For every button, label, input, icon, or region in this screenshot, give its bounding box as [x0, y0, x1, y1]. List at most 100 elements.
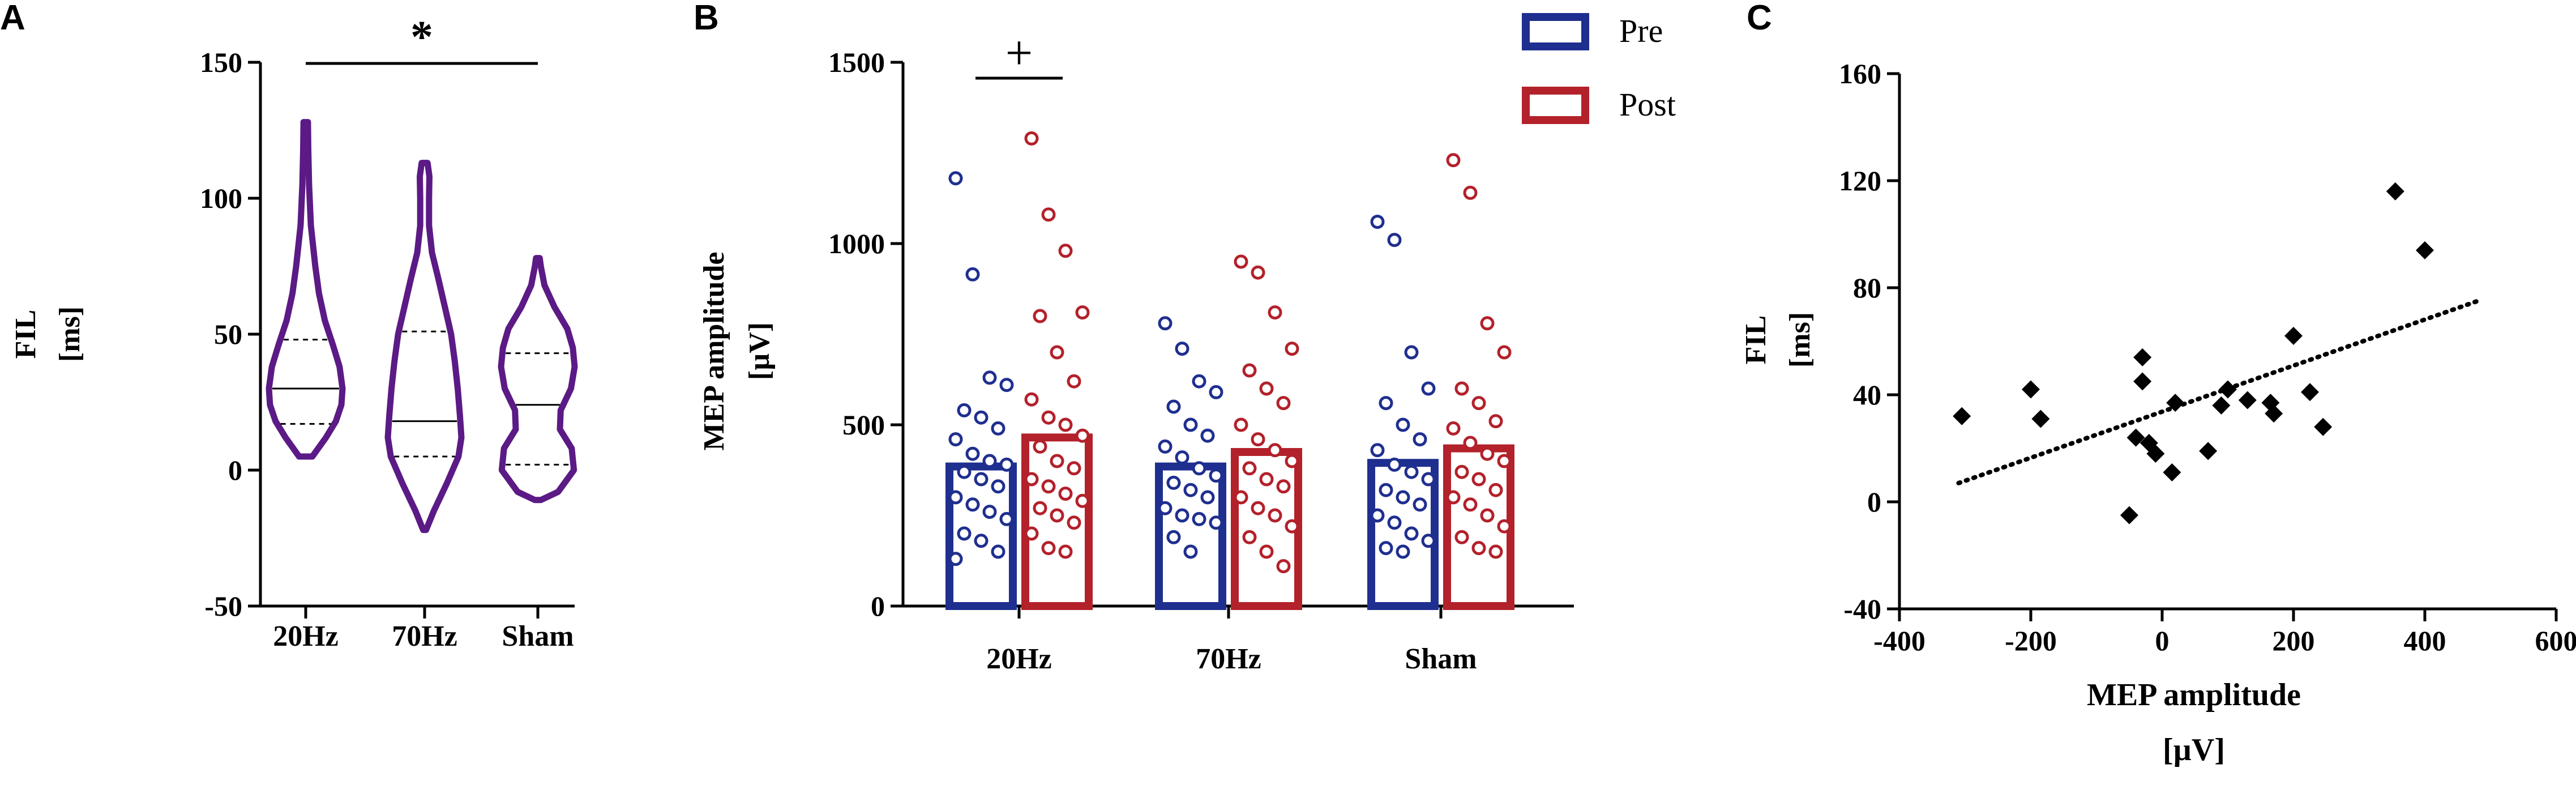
data-point-Post — [1024, 392, 1039, 407]
trendline — [1956, 298, 2480, 485]
scatter-point — [2133, 372, 2152, 391]
data-point-Pre — [1421, 472, 1436, 487]
data-point-Post — [1234, 254, 1248, 269]
data-point-Post — [1471, 472, 1486, 487]
y-tick-label: 1000 — [828, 228, 885, 259]
panel-a-violin-chart: -50 0 50 100 150 20Hz 70Hz Sham FIL [ms] * — [10, 12, 578, 652]
scatter-point — [2146, 444, 2165, 463]
data-point-Pre — [999, 378, 1014, 393]
x-axis-unit: [µV] — [2163, 732, 2225, 767]
data-point-Pre — [982, 454, 997, 468]
data-point-Post — [1050, 508, 1064, 523]
data-point-Post — [1050, 454, 1064, 468]
data-point-Pre — [991, 479, 1005, 494]
data-point-Post — [1488, 483, 1503, 497]
data-point-Post — [1463, 185, 1478, 200]
scatter-point — [2416, 241, 2434, 259]
scatter-point — [2166, 394, 2185, 412]
data-point-Post — [1259, 544, 1274, 559]
panel-label-a: A — [0, 0, 25, 37]
scatter-point — [2126, 428, 2145, 447]
data-point-Pre — [1396, 490, 1410, 505]
data-point-Post — [1242, 363, 1257, 378]
y-axis-title: FIL — [1740, 315, 1772, 365]
data-point-Pre — [1387, 515, 1402, 530]
data-point-Pre — [974, 410, 989, 425]
y-axis-unit: [ms] — [1784, 312, 1816, 368]
data-point-Pre — [1396, 417, 1410, 432]
data-point-Pre — [1158, 501, 1173, 515]
data-point-Post — [1268, 443, 1282, 458]
data-point-Pre — [1209, 515, 1223, 530]
scatter-point — [2386, 182, 2404, 201]
data-point-Post — [1024, 526, 1039, 541]
y-axis-title: MEP amplitude — [698, 251, 730, 450]
data-point-Post — [1058, 544, 1073, 559]
data-point-Post — [1067, 374, 1081, 389]
data-point-Pre — [1192, 511, 1206, 526]
data-point-Post — [1033, 309, 1047, 323]
bar-Pre-Sham — [1367, 459, 1439, 611]
data-point-Post — [1242, 461, 1257, 476]
data-point-Post — [1024, 131, 1039, 146]
data-point-Pre — [1158, 439, 1173, 454]
data-point-Post — [1446, 490, 1461, 505]
data-point-Pre — [1200, 428, 1215, 443]
data-point-Post — [1033, 439, 1047, 454]
data-point-Pre — [1370, 443, 1385, 458]
data-point-Post — [1041, 541, 1056, 556]
data-point-Post — [1488, 544, 1503, 559]
data-point-Pre — [1404, 345, 1419, 360]
data-point-Post — [1050, 345, 1064, 360]
scatter-point — [2022, 380, 2040, 399]
data-point-Pre — [948, 490, 963, 505]
data-point-Post — [1454, 530, 1469, 544]
data-point-Pre — [1183, 483, 1198, 497]
y-tick-label: 120 — [1839, 165, 1881, 197]
scatter-point — [2284, 327, 2303, 346]
data-point-Pre — [1370, 215, 1385, 229]
violin-20Hz — [266, 119, 346, 460]
x-tick-label: 20Hz — [273, 620, 339, 652]
x-tick-label: 400 — [2404, 625, 2446, 656]
data-point-Post — [1268, 508, 1282, 523]
legend-label-Pre: Pre — [1619, 12, 1663, 49]
data-point-Post — [1041, 207, 1056, 222]
data-point-Pre — [1421, 534, 1436, 548]
data-point-Post — [1488, 414, 1503, 429]
y-axis-unit: [ms] — [54, 306, 86, 362]
data-point-Post — [1041, 479, 1056, 494]
significance-marker: * — [410, 12, 433, 62]
data-point-Post — [1454, 464, 1469, 479]
data-point-Pre — [1209, 385, 1223, 399]
data-point-Pre — [1421, 381, 1436, 396]
data-point-Post — [1480, 508, 1495, 523]
y-tick-label: 0 — [871, 590, 885, 622]
data-point-Pre — [1379, 483, 1393, 497]
data-point-Pre — [1175, 508, 1189, 523]
data-point-Pre — [957, 403, 972, 417]
x-tick-label: Sham — [1405, 643, 1477, 675]
data-point-Pre — [991, 544, 1005, 559]
x-tick-label: 70Hz — [1196, 643, 1261, 675]
data-point-Post — [1251, 501, 1265, 515]
data-point-Post — [1463, 436, 1478, 450]
data-point-Post — [1058, 244, 1073, 258]
y-tick-label: 50 — [214, 318, 242, 350]
data-point-Pre — [965, 446, 980, 461]
data-point-Post — [1446, 153, 1461, 168]
data-point-Pre — [1387, 233, 1402, 248]
data-point-Pre — [1209, 468, 1223, 483]
data-point-Pre — [948, 552, 963, 566]
y-axis-unit: [µV] — [743, 322, 776, 380]
x-tick-label: 200 — [2273, 625, 2315, 656]
scatter-point — [1953, 407, 1971, 425]
scatter-point — [2238, 391, 2257, 410]
data-point-Pre — [1192, 461, 1206, 476]
y-tick-label: 0 — [1867, 486, 1881, 518]
data-point-Pre — [1175, 342, 1189, 356]
data-point-Post — [1251, 432, 1265, 447]
data-point-Post — [1276, 396, 1291, 411]
data-point-Pre — [999, 457, 1014, 472]
